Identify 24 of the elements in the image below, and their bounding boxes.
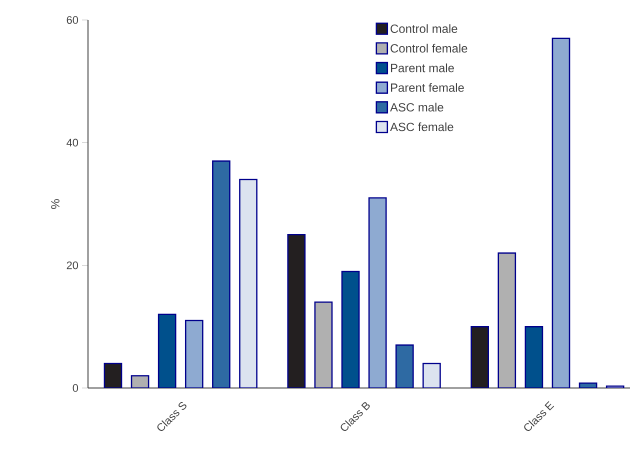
bar	[498, 252, 516, 388]
y-axis-title: %	[51, 199, 60, 209]
bar	[368, 197, 387, 388]
legend-label: Parent female	[391, 83, 464, 92]
y-tick-label: 0	[72, 384, 78, 392]
legend-label: ASC male	[390, 102, 444, 112]
y-tick-label: 40	[66, 138, 78, 147]
bar	[287, 234, 306, 388]
bar	[341, 270, 360, 388]
bar	[552, 38, 570, 388]
legend-label: Control male	[390, 24, 458, 33]
bar	[395, 344, 414, 388]
bar	[524, 326, 544, 388]
bar	[158, 314, 176, 388]
legend-label: Parent male	[391, 63, 454, 72]
bar	[239, 178, 258, 388]
bar	[104, 362, 122, 388]
y-tick-label: 20	[66, 261, 78, 270]
legend-label: Control female	[390, 44, 468, 53]
bar	[314, 301, 333, 388]
bar	[212, 160, 230, 388]
legend-label: ASC female	[390, 122, 454, 132]
y-tick-label: 60	[66, 16, 78, 24]
bar	[184, 320, 204, 388]
